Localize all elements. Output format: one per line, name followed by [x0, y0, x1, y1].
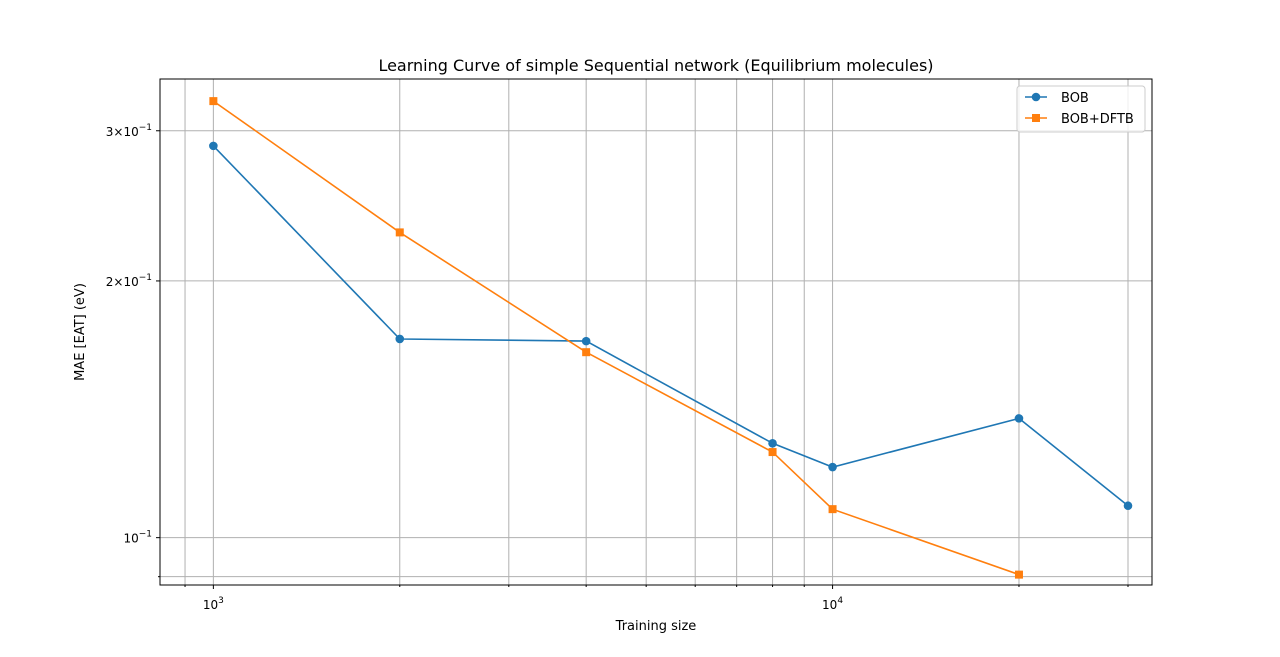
data-point-bob: [768, 439, 777, 448]
y-tick-label: 10−1: [123, 530, 152, 546]
x-axis-label: Training size: [615, 619, 697, 634]
series-line-bob-dftb: [212, 100, 1020, 576]
chart-title: Learning Curve of simple Sequential netw…: [378, 56, 933, 75]
data-point-bob-dftb: [768, 448, 777, 457]
data-point-bob: [209, 141, 218, 151]
series-group: [209, 97, 1133, 579]
legend-label-bob: BOB: [1061, 91, 1089, 106]
y-axis-label: MAE [EAT] (eV): [73, 283, 88, 381]
data-point-bob: [395, 334, 405, 344]
plot-area-frame: [159, 78, 1153, 586]
data-point-bob-dftb: [1014, 570, 1023, 579]
data-point-bob-dftb: [395, 228, 404, 237]
y-tick-label: 2×10−1: [106, 273, 152, 289]
x-tick-label: 103: [203, 596, 224, 612]
grid-lines: [160, 79, 1152, 585]
data-point-bob-dftb: [828, 505, 837, 514]
data-point-bob: [581, 336, 591, 346]
y-tick-label: 3×10−1: [106, 123, 152, 139]
legend-marker-bob-dftb: [1032, 114, 1040, 122]
data-point-bob: [1123, 501, 1133, 511]
legend-label-bob-dftb: BOB+DFTB: [1061, 112, 1134, 127]
data-point-bob: [828, 462, 837, 472]
x-tick-label: 104: [822, 596, 843, 612]
axis-ticks: 103 104 3×10−1 2×10−1 10−1: [106, 123, 1129, 612]
legend-marker-bob: [1031, 92, 1041, 102]
legend-box: [1016, 85, 1146, 133]
data-point-bob: [1014, 414, 1024, 423]
data-point-bob-dftb: [209, 97, 218, 106]
legend: BOB BOB+DFTB: [1016, 85, 1146, 133]
data-point-bob-dftb: [582, 348, 591, 357]
